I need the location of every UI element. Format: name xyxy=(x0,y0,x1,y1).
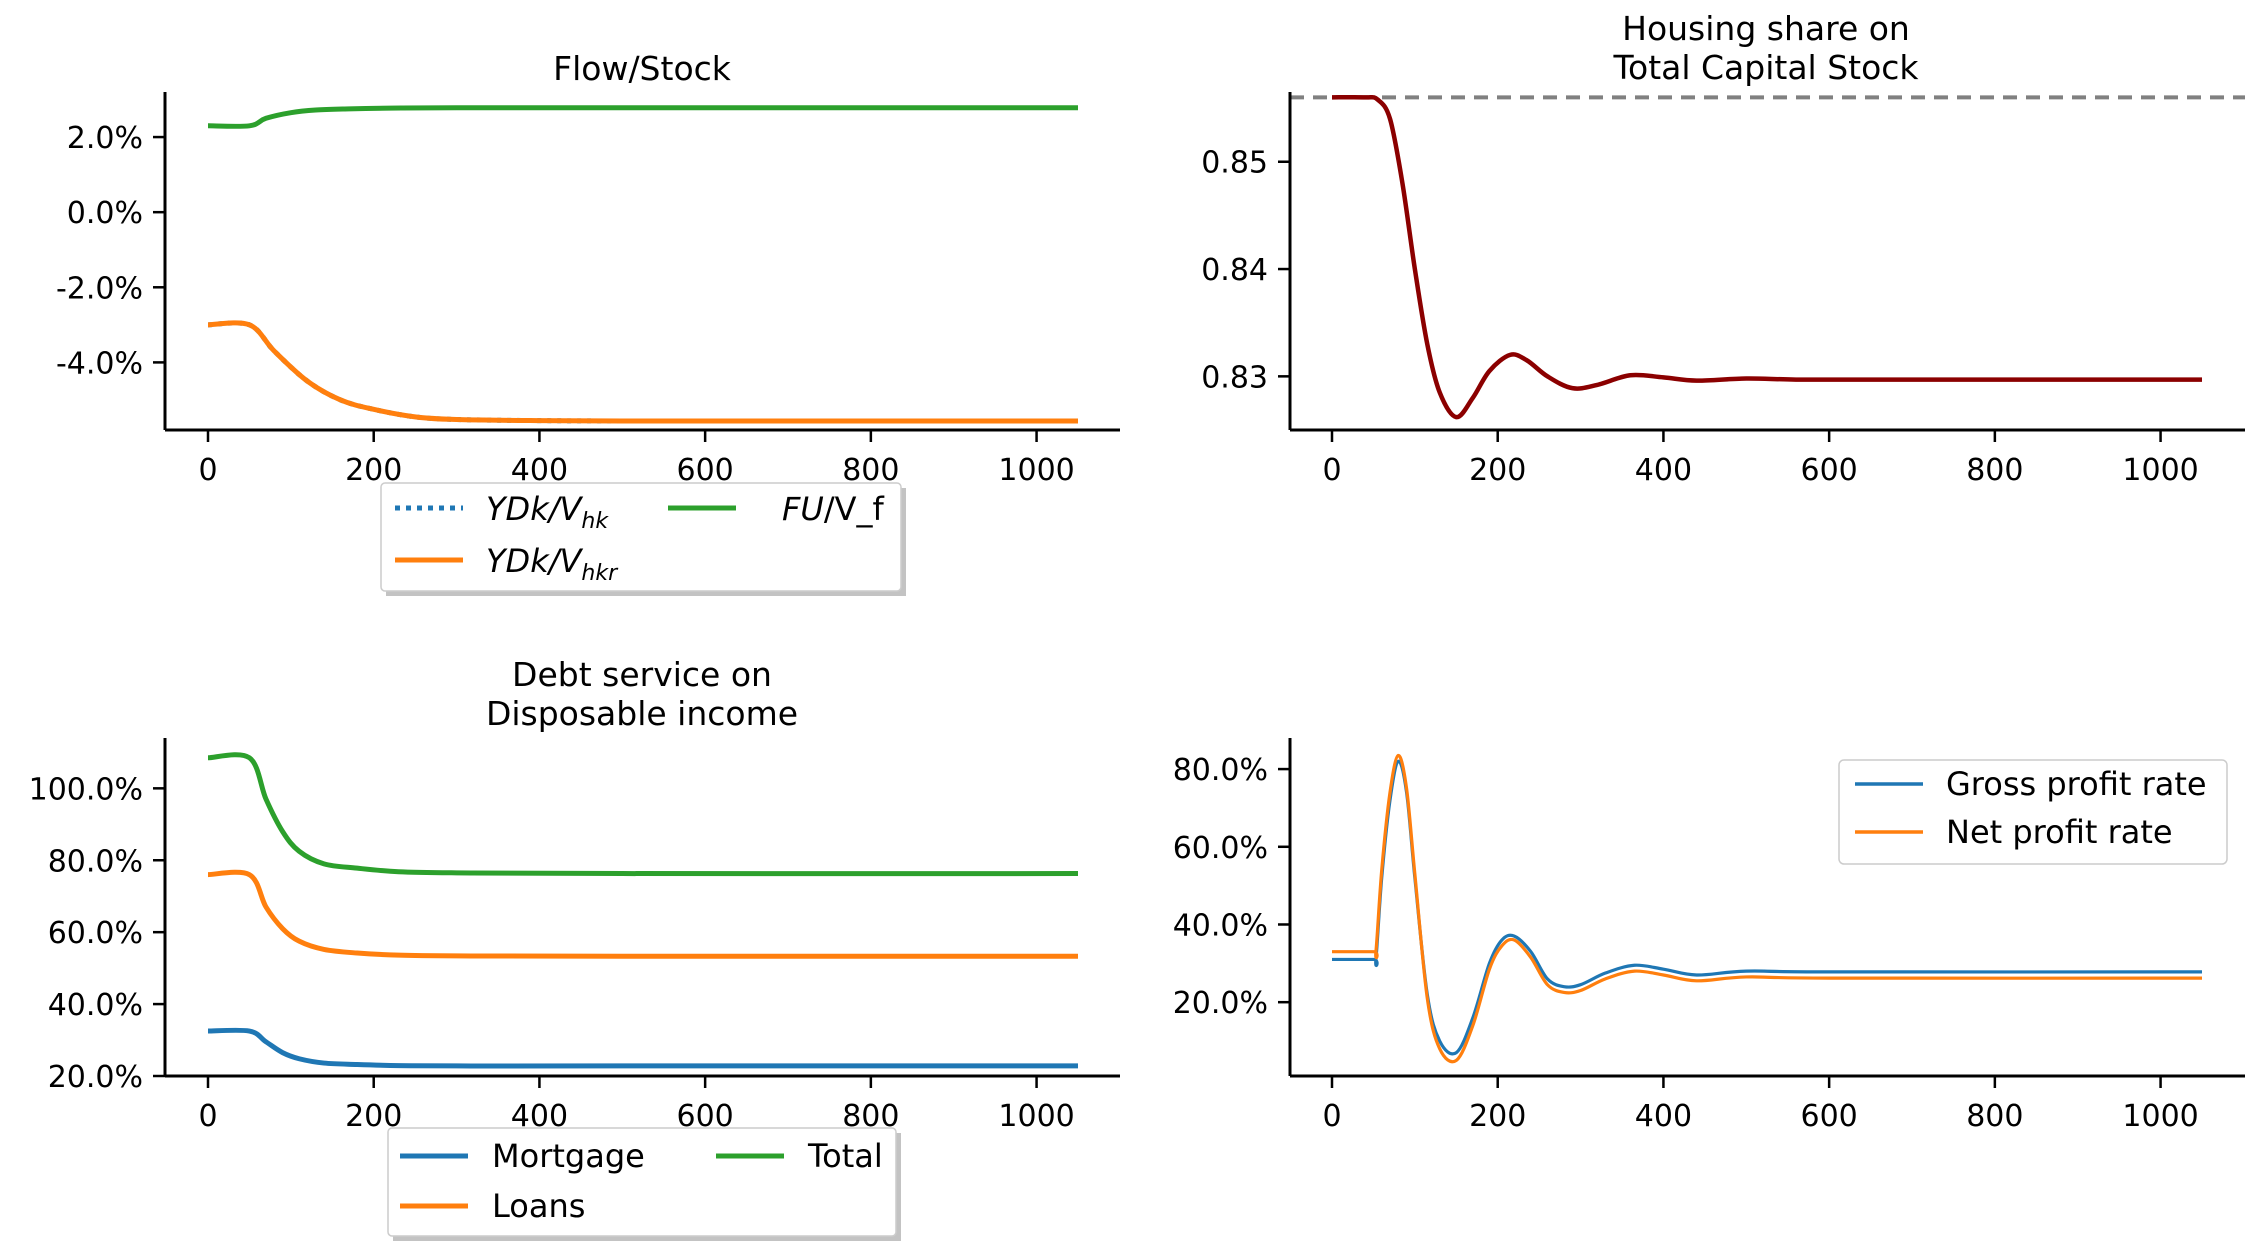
y-tick-label: 40.0% xyxy=(1173,908,1268,943)
series-line-fu-vf xyxy=(207,105,1078,129)
chart-title-line-1: Debt service on xyxy=(512,655,772,694)
y-tick-label: -4.0% xyxy=(56,346,143,381)
y-tick-label: 100.0% xyxy=(29,772,143,807)
x-tick-label: 400 xyxy=(511,453,568,488)
x-tick-label: 0 xyxy=(1322,1099,1341,1134)
chart-title: Debt service on Disposable income xyxy=(486,655,798,733)
y-tick-label: 2.0% xyxy=(67,121,143,156)
chart-title: Flow/Stock xyxy=(553,49,732,88)
x-tick-label: 0 xyxy=(1322,453,1341,488)
y-tick-label: 60.0% xyxy=(48,916,143,951)
legend-box xyxy=(1838,759,2228,865)
legend-label-net: Net profit rate xyxy=(1946,813,2173,851)
legend: YDk/Vhk YDk/Vhkr FU/V_f xyxy=(380,482,906,596)
x-tick-label: 0 xyxy=(198,1099,217,1134)
series-line-total xyxy=(207,752,1079,877)
series-group xyxy=(1290,94,2245,420)
legend-label-fu-vf: FU/V_f xyxy=(782,490,885,528)
x-tick-label: 800 xyxy=(1966,1099,2023,1134)
chart-flow-stock: Flow/Stock 0 200 400 600 800 1000 2.0% 0.0% -2.0… xyxy=(56,49,1120,596)
axes: 0 200 400 600 800 1000 2.0% 0.0% -2.0% -4.0% xyxy=(56,92,1120,488)
x-tick-label: 600 xyxy=(1801,1099,1858,1134)
series-line-ydk-vhkr xyxy=(207,320,1078,424)
series-group xyxy=(1332,753,2203,1064)
y-tick-label: 40.0% xyxy=(48,988,143,1023)
chart-profit-rate: 0 200 400 600 800 1000 80.0% 60.0% 40.0% 20.0% Gr… xyxy=(1173,738,2245,1134)
series-line-housing-share xyxy=(1331,94,2202,420)
x-tick-label: 1000 xyxy=(998,453,1074,488)
legend-label-total: Total xyxy=(807,1137,883,1175)
x-tick-label: 200 xyxy=(345,453,402,488)
x-tick-label: 200 xyxy=(1469,1099,1526,1134)
chart-title-line-2: Disposable income xyxy=(486,694,798,733)
legend-box xyxy=(380,482,902,592)
y-tick-label: 60.0% xyxy=(1173,831,1268,866)
chart-debt-service: Debt service on Disposable income 0 200 400… xyxy=(29,655,1120,1241)
x-tick-label: 1000 xyxy=(2122,453,2198,488)
y-tick-label: 0.84 xyxy=(1201,253,1268,288)
legend-label-ydk-vhk: YDk/Vhk xyxy=(486,490,609,534)
y-tick-label: -2.0% xyxy=(56,271,143,306)
y-tick-label: 0.83 xyxy=(1201,360,1268,395)
x-tick-label: 400 xyxy=(1635,453,1692,488)
series-group xyxy=(207,752,1079,1069)
legend-label-loans: Loans xyxy=(492,1187,585,1225)
x-tick-label: 0 xyxy=(198,453,217,488)
legend: Gross profit rate Net profit rate xyxy=(1838,759,2228,865)
x-tick-label: 1000 xyxy=(2122,1099,2198,1134)
x-tick-label: 400 xyxy=(1635,1099,1692,1134)
x-tick-label: 1000 xyxy=(998,1099,1074,1134)
legend-label-mortgage: Mortgage xyxy=(492,1137,645,1175)
series-group xyxy=(207,105,1078,424)
axes: 0 200 400 600 800 1000 80.0% 60.0% 40.0% 20.0% xyxy=(1173,738,2245,1134)
axes: 0 200 400 600 800 1000100.0%80.0%60.0%40.0%20… xyxy=(29,738,1120,1134)
y-tick-label: 20.0% xyxy=(48,1060,143,1095)
series-line-mortgage xyxy=(207,1027,1078,1069)
x-tick-label: 200 xyxy=(1469,453,1526,488)
x-tick-label: 800 xyxy=(1966,453,2023,488)
legend: Mortgage Loans Total xyxy=(387,1127,901,1241)
x-tick-label: 600 xyxy=(677,453,734,488)
legend-label-gross: Gross profit rate xyxy=(1946,765,2207,803)
chart-title-line-2: Total Capital Stock xyxy=(1612,48,1919,87)
series-line-net xyxy=(1332,753,2203,1064)
chart-title: Housing share on Total Capital Stock xyxy=(1612,9,1919,87)
x-tick-label: 600 xyxy=(1801,453,1858,488)
chart-housing-share: Housing share on Total Capital Stock 0 200… xyxy=(1201,9,2245,488)
y-tick-label: 0.85 xyxy=(1201,146,1268,181)
y-tick-label: 0.0% xyxy=(67,196,143,231)
chart-title-line-1: Housing share on xyxy=(1622,9,1910,48)
y-tick-label: 80.0% xyxy=(1173,753,1268,788)
series-line-loans xyxy=(207,869,1079,959)
axes: 0 200 400 600 800 1000 0.85 0.84 0.83 xyxy=(1201,92,2245,488)
series-line-ydk-vhk xyxy=(207,320,1078,424)
legend-label-ydk-vhkr: YDk/Vhkr xyxy=(486,542,619,586)
y-tick-label: 20.0% xyxy=(1173,986,1268,1021)
x-tick-label: 800 xyxy=(842,453,899,488)
y-tick-label: 80.0% xyxy=(48,844,143,879)
